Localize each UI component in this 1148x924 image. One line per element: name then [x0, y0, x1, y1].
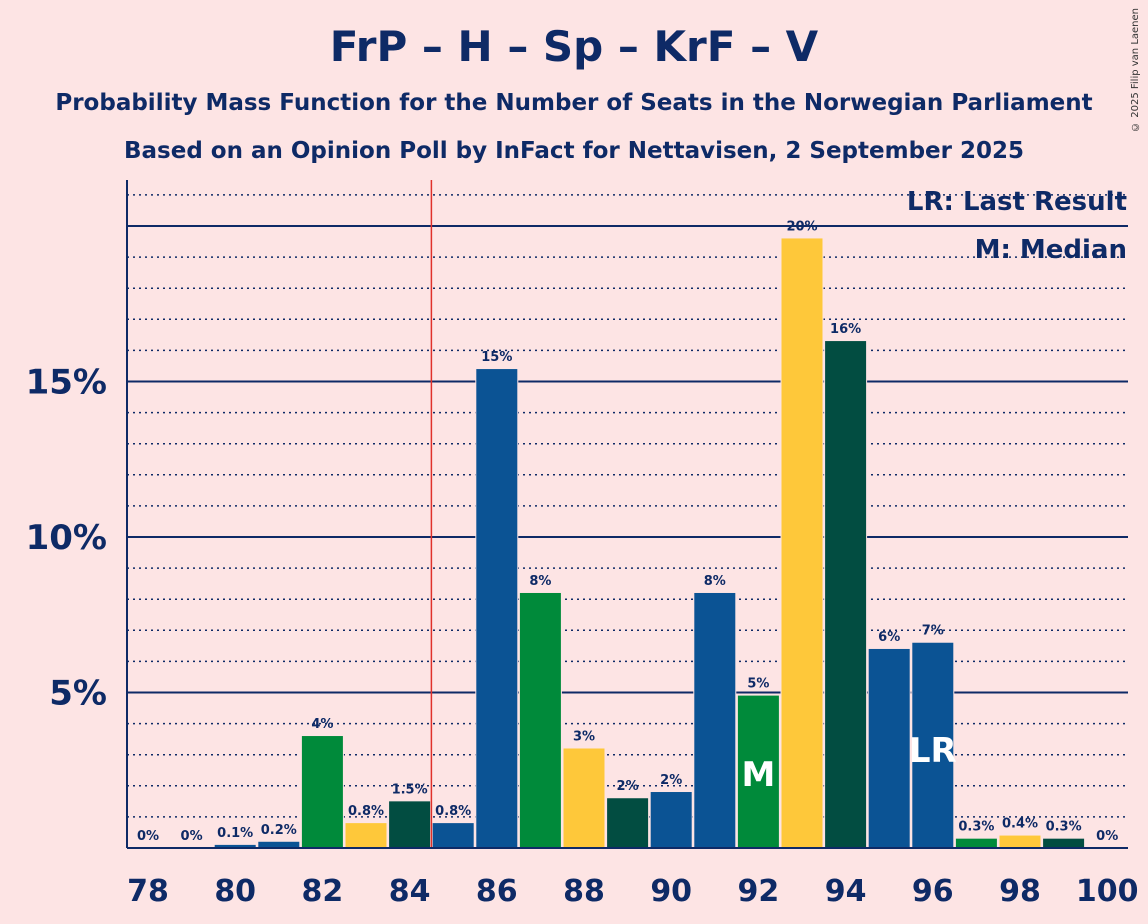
bar-seat-84 [389, 801, 431, 848]
bar-seat-93 [781, 238, 823, 848]
bar-seat-97 [955, 838, 997, 848]
bar-seat-82 [301, 736, 343, 848]
data-label-seat-93: 20% [786, 219, 817, 234]
x-tick-label: 88 [563, 874, 605, 909]
bar-seat-96 [912, 642, 954, 848]
data-label-seat-100: 0% [1096, 829, 1118, 844]
chart-grid [127, 194, 1128, 818]
chart-subtitle-source: Based on an Opinion Poll by InFact for N… [123, 138, 1024, 164]
bar-seat-94 [825, 341, 867, 848]
data-label-seat-87: 8% [529, 574, 551, 589]
x-tick-label: 86 [476, 874, 518, 909]
bar-seat-89 [607, 798, 649, 848]
data-label-seat-88: 3% [573, 729, 595, 744]
bar-seat-90 [650, 792, 692, 848]
data-label-seat-81: 0.2% [261, 823, 297, 838]
data-label-seat-79: 0% [181, 829, 203, 844]
chart-title: FrP – H – Sp – KrF – V [329, 22, 819, 71]
x-tick-label: 80 [214, 874, 256, 909]
last-result-marker: LR [909, 731, 957, 771]
x-tick-label: 84 [389, 874, 431, 909]
x-tick-label: 94 [825, 874, 867, 909]
bar-seat-81 [258, 841, 300, 848]
chart-data-labels: 0% 0% 0.1% 0.2% 4% 0.8% 1.5% 0.8% 15% 8% 3% 2% 2% 8% 5… [137, 219, 1118, 844]
data-label-seat-96: 7% [922, 624, 944, 639]
chart-bars [213, 236, 1086, 848]
bar-seat-88 [563, 748, 605, 848]
data-label-seat-99: 0.3% [1046, 820, 1082, 835]
data-label-seat-86: 15% [481, 350, 512, 365]
bar-seat-80 [214, 844, 256, 848]
legend-last-result: LR: Last Result [907, 187, 1127, 217]
x-tick-label: 90 [650, 874, 692, 909]
chart-subtitle: Probability Mass Function for the Number… [55, 90, 1093, 116]
bar-seat-95 [868, 648, 910, 848]
data-label-seat-84: 1.5% [392, 782, 428, 797]
data-label-seat-95: 6% [878, 630, 900, 645]
y-tick-label: 15% [26, 363, 107, 403]
x-tick-label: 98 [999, 874, 1041, 909]
bar-seat-98 [999, 835, 1041, 848]
bar-seat-91 [694, 592, 736, 848]
data-label-seat-80: 0.1% [217, 826, 253, 841]
chart-axes [126, 180, 1128, 849]
data-label-seat-89: 2% [617, 779, 639, 794]
bar-seat-86 [476, 369, 518, 848]
data-label-seat-78: 0% [137, 829, 159, 844]
x-tick-label: 78 [127, 874, 169, 909]
x-tick-label: 96 [912, 874, 954, 909]
data-label-seat-97: 0.3% [958, 820, 994, 835]
data-label-seat-91: 8% [704, 574, 726, 589]
data-label-seat-82: 4% [311, 717, 333, 732]
bar-seat-85 [432, 823, 474, 848]
data-label-seat-92: 5% [747, 677, 769, 692]
data-label-seat-85: 0.8% [435, 804, 471, 819]
data-label-seat-94: 16% [830, 322, 861, 337]
bar-seat-92 [737, 695, 779, 848]
x-tick-label: 92 [738, 874, 780, 909]
bar-seat-83 [345, 823, 387, 848]
chart-ticks: 5% 10% 15% 78 80 82 84 86 88 90 92 94 96 98 100 [26, 363, 1139, 910]
x-tick-label: 100 [1076, 874, 1139, 909]
y-tick-label: 10% [26, 518, 107, 558]
x-tick-label: 82 [302, 874, 344, 909]
bar-seat-87 [519, 592, 561, 848]
data-label-seat-90: 2% [660, 773, 682, 788]
legend-median: M: Median [975, 235, 1127, 265]
data-label-seat-98: 0.4% [1002, 817, 1038, 832]
bar-seat-99 [1043, 838, 1085, 848]
data-label-seat-83: 0.8% [348, 804, 384, 819]
median-marker: M [741, 755, 775, 795]
y-tick-label: 5% [49, 674, 107, 714]
